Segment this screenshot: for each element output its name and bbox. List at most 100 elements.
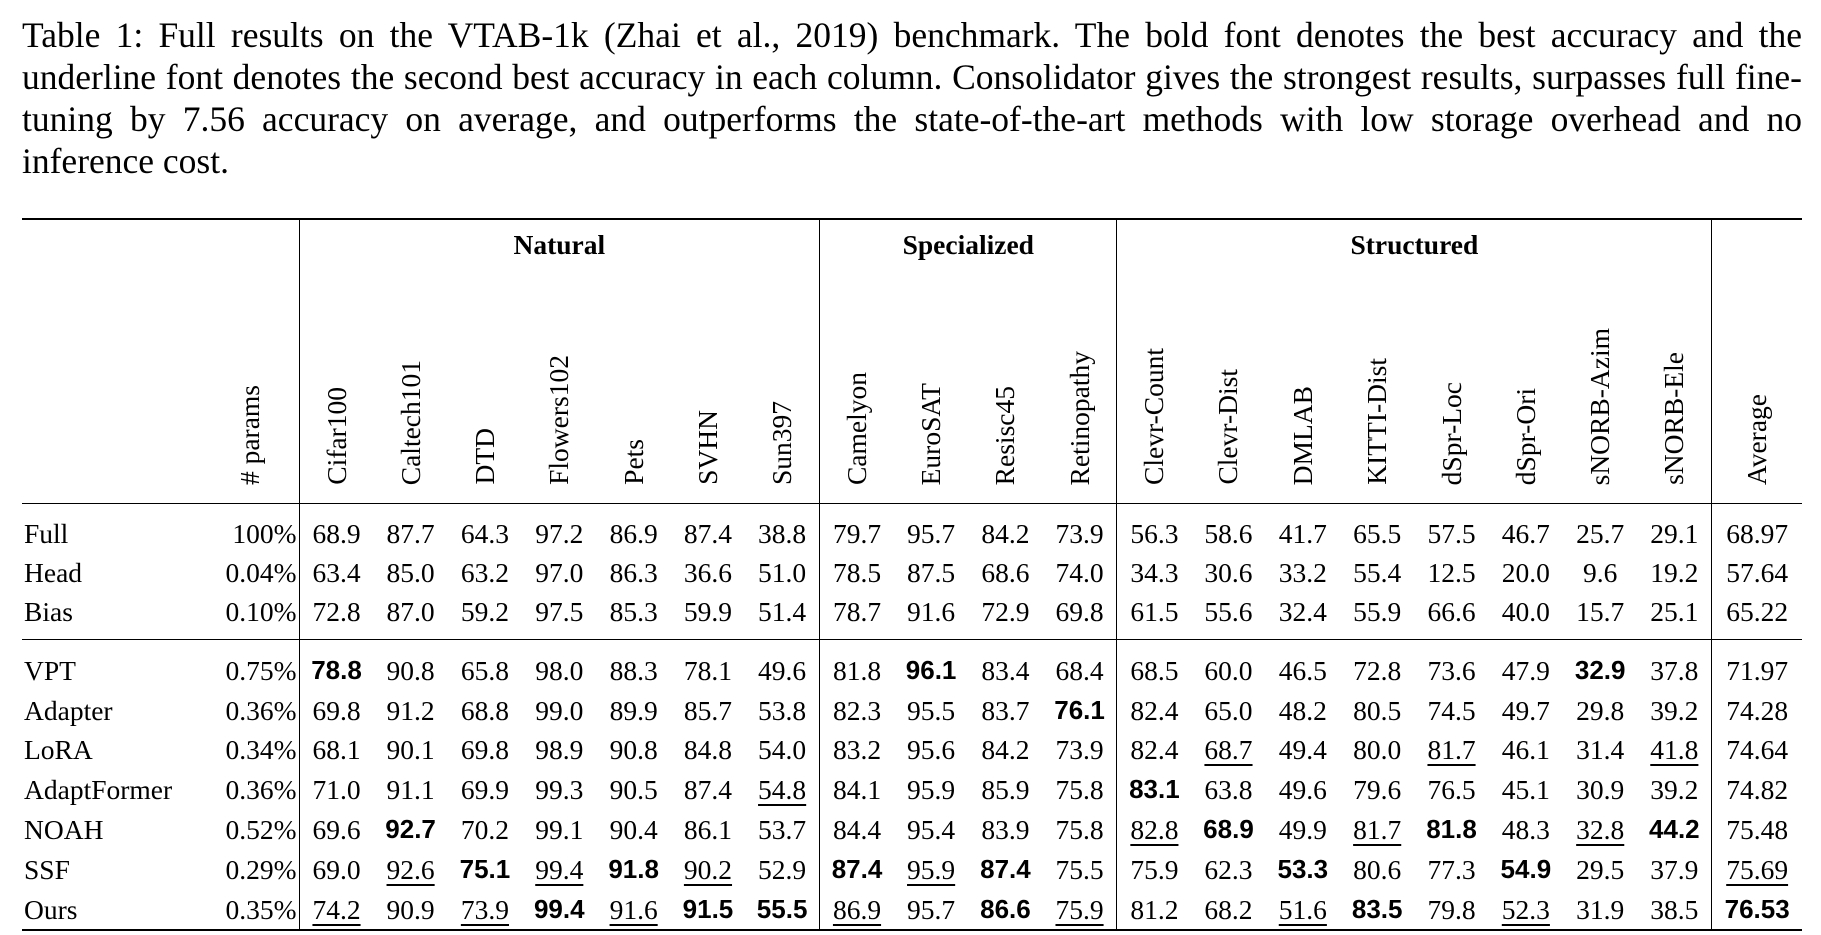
group-natural: Natural (298, 218, 820, 264)
column-header-label: sNORB-Ele (1658, 352, 1690, 485)
accuracy-cell: 44.2 (1637, 809, 1711, 849)
accuracy-value: 84.1 (832, 773, 882, 805)
accuracy-cell: 81.8 (819, 639, 894, 690)
accuracy-cell: 49.6 (1266, 769, 1340, 809)
accuracy-value: 45.1 (1501, 773, 1550, 805)
accuracy-cell: 84.1 (819, 769, 894, 809)
accuracy-value: 19.2 (1650, 557, 1699, 588)
accuracy-cell: 12.5 (1414, 553, 1488, 592)
accuracy-cell: 83.9 (968, 809, 1042, 849)
accuracy-value: 49.9 (1278, 813, 1327, 845)
accuracy-value: 84.2 (981, 734, 1030, 765)
accuracy-cell: 95.9 (894, 769, 968, 809)
accuracy-value: 74.28 (1726, 694, 1789, 726)
accuracy-value: 72.8 (1353, 654, 1402, 686)
accuracy-cell: 91.5 (670, 889, 746, 931)
accuracy-value: 73.9 (1055, 734, 1104, 765)
params-cell: 0.52% (225, 813, 297, 845)
accuracy-cell: 48.2 (1266, 690, 1340, 730)
accuracy-value: 72.8 (312, 596, 361, 627)
accuracy-cell: 32.9 (1563, 639, 1638, 690)
column-header: sNORB-Azim (1563, 264, 1638, 504)
accuracy-value: 56.3 (1130, 518, 1179, 549)
column-header-label: Pets (617, 439, 649, 485)
accuracy-cell: 82.3 (819, 690, 894, 730)
accuracy-cell: 81.7 (1340, 809, 1414, 849)
accuracy-cell: 98.9 (522, 730, 596, 769)
accuracy-value: 30.6 (1204, 557, 1253, 588)
accuracy-value: 74.0 (1055, 557, 1104, 588)
accuracy-cell: 39.2 (1637, 769, 1711, 809)
accuracy-cell: 87.4 (671, 504, 745, 554)
column-header: Resisc45 (968, 264, 1043, 504)
accuracy-cell: 69.8 (298, 690, 374, 730)
accuracy-cell: 37.8 (1637, 639, 1712, 690)
accuracy-cell: 37.9 (1637, 849, 1711, 889)
accuracy-value: 90.5 (609, 773, 658, 805)
accuracy-cell: 54.8 (745, 769, 819, 809)
accuracy-value: 95.4 (907, 813, 956, 845)
accuracy-cell: 53.8 (745, 690, 819, 730)
accuracy-cell: 73.9 (1043, 504, 1117, 554)
accuracy-cell: 73.9 (1043, 730, 1117, 769)
accuracy-value: 52.3 (1501, 893, 1550, 925)
accuracy-cell: 76.5 (1414, 769, 1488, 809)
accuracy-cell: 83.5 (1340, 889, 1415, 931)
table-row: Full 100% 68.9 87.7 64.3 97.2 86.9 87.4 38.8 79.7… (22, 503, 1802, 554)
accuracy-cell: 31.4 (1563, 730, 1637, 769)
accuracy-cell: 90.9 (373, 889, 448, 931)
accuracy-cell: 86.1 (671, 809, 745, 849)
accuracy-value: 65.5 (1353, 518, 1402, 549)
table-caption: Table 1: Full results on the VTAB-1k (Zh… (22, 15, 1802, 181)
group-structured: Structured (1116, 218, 1712, 264)
column-header-label: sNORB-Azim (1584, 327, 1616, 485)
column-header: sNORB-Ele (1637, 264, 1712, 504)
column-header-row: # params Cifar100 Caltech101 DTD Flowers102 P… (22, 264, 1802, 504)
accuracy-cell: 82.8 (1116, 809, 1192, 849)
accuracy-cell: 19.2 (1637, 553, 1711, 592)
accuracy-value: 68.8 (460, 694, 509, 726)
accuracy-value: 69.6 (312, 813, 361, 845)
accuracy-cell: 96.1 (893, 639, 969, 690)
accuracy-cell: 68.9 (298, 503, 374, 553)
accuracy-value: 90.9 (386, 893, 435, 925)
method-name: Bias (24, 596, 73, 627)
accuracy-cell: 91.8 (596, 849, 670, 889)
accuracy-value: 57.64 (1726, 557, 1789, 588)
average-cell: 74.28 (1711, 690, 1802, 730)
method-name: SSF (24, 853, 70, 885)
accuracy-cell: 78.5 (819, 553, 894, 592)
accuracy-value: 62.3 (1204, 853, 1253, 885)
accuracy-value: 61.5 (1130, 596, 1179, 627)
accuracy-cell: 84.4 (819, 809, 894, 849)
accuracy-cell: 47.9 (1488, 639, 1564, 690)
accuracy-value: 99.0 (535, 694, 584, 726)
accuracy-value: 81.8 (1426, 814, 1477, 844)
accuracy-value: 75.1 (459, 854, 511, 884)
accuracy-cell: 32.4 (1266, 592, 1340, 640)
accuracy-value: 68.5 (1130, 654, 1179, 686)
params-cell: 100% (232, 518, 297, 549)
accuracy-value: 99.3 (535, 773, 584, 805)
column-header: Pets (596, 264, 671, 504)
accuracy-cell: 54.0 (745, 730, 819, 769)
accuracy-value: 81.2 (1130, 893, 1179, 925)
method-name: Ours (22, 889, 203, 931)
accuracy-value: 73.9 (1055, 518, 1104, 549)
accuracy-value: 86.3 (609, 557, 658, 588)
accuracy-value: 65.0 (1204, 694, 1253, 726)
accuracy-value: 63.8 (1204, 773, 1253, 805)
accuracy-cell: 75.1 (448, 849, 522, 889)
accuracy-value: 88.3 (609, 654, 658, 686)
accuracy-cell: 68.4 (1042, 639, 1117, 690)
accuracy-cell: 75.5 (1043, 849, 1117, 889)
accuracy-cell: 95.9 (894, 849, 968, 889)
accuracy-value: 95.7 (907, 518, 956, 549)
accuracy-cell: 57.5 (1414, 504, 1488, 554)
group-header-row: Natural Specialized Structured (22, 218, 1802, 264)
accuracy-cell: 29.1 (1637, 504, 1711, 554)
accuracy-value: 74.2 (312, 893, 361, 925)
accuracy-value: 65.8 (460, 654, 509, 686)
results-table: Natural Specialized Structured # params C… (22, 218, 1802, 931)
accuracy-cell: 86.9 (819, 889, 894, 931)
